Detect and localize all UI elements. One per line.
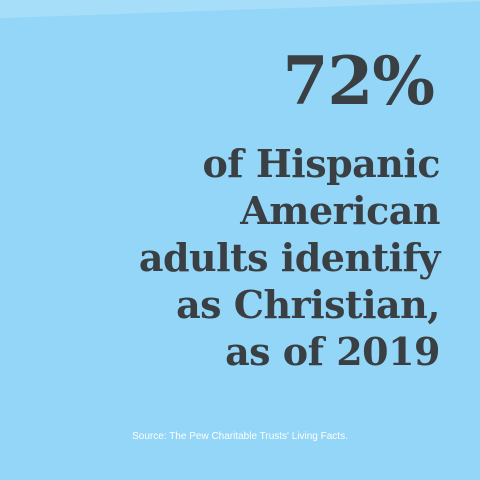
statement-line-4: as Christian, (176, 282, 440, 327)
fact-statement: of Hispanic American adults identify as … (138, 140, 441, 375)
stat-value: 72% (282, 42, 435, 120)
source-citation: Source: The Pew Charitable Trusts' Livin… (132, 431, 348, 442)
statement-line-2: American (240, 188, 440, 233)
statement-line-1: of Hispanic (202, 141, 440, 186)
statement-line-5: as of 2019 (225, 329, 440, 374)
statement-line-3: adults identify (138, 235, 441, 280)
